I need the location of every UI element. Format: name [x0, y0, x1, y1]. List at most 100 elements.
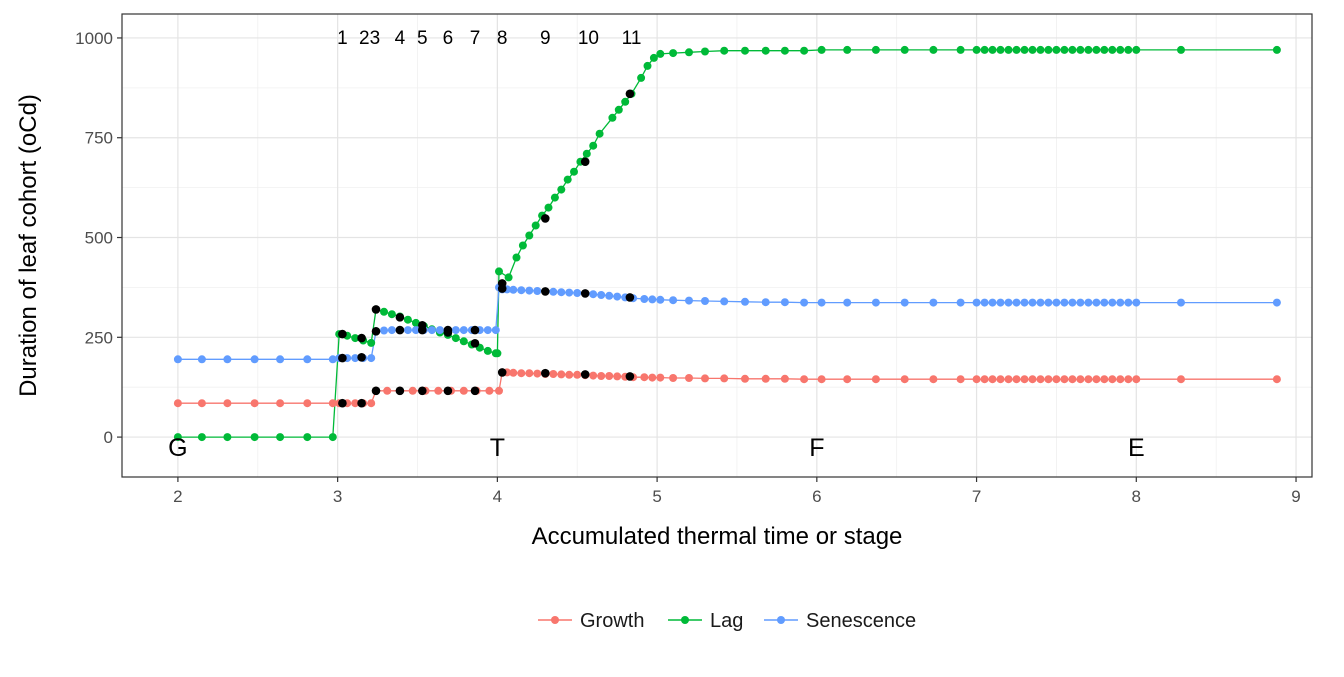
point-lag [817, 45, 826, 54]
point-lag [483, 346, 492, 355]
point-senescence [741, 297, 749, 306]
leaf-marker [443, 386, 453, 396]
point-lag [1272, 45, 1281, 54]
point-growth [367, 399, 376, 408]
point-growth [640, 373, 649, 382]
point-lag [800, 46, 809, 55]
point-growth [383, 386, 392, 395]
point-growth [1036, 375, 1045, 384]
leaf-number-label: 7 [470, 28, 481, 49]
point-lag [1100, 45, 1109, 54]
point-growth [780, 374, 789, 383]
point-growth [223, 399, 232, 408]
point-lag [570, 167, 578, 176]
stage-label: E [1128, 434, 1145, 462]
point-growth [495, 386, 503, 395]
point-senescence [573, 289, 582, 297]
point-growth [605, 372, 614, 380]
point-senescence [780, 298, 789, 307]
point-senescence [761, 298, 770, 307]
leaf-number-label: 8 [497, 28, 508, 49]
point-growth [871, 375, 880, 384]
point-senescence [1028, 298, 1037, 307]
point-growth [613, 372, 622, 381]
point-growth [1060, 375, 1069, 384]
point-growth [509, 368, 518, 377]
point-senescence [1177, 298, 1185, 307]
leaf-marker [470, 339, 480, 348]
point-senescence [403, 326, 412, 335]
y-tick-label: 750 [85, 129, 113, 148]
point-growth [1124, 375, 1133, 384]
leaf-marker [338, 353, 347, 363]
point-growth [250, 399, 259, 408]
point-growth [573, 370, 582, 379]
point-lag [761, 46, 770, 55]
point-growth [557, 370, 566, 379]
point-senescence [173, 355, 182, 364]
point-growth [1100, 375, 1109, 384]
point-growth [525, 369, 534, 378]
point-senescence [685, 296, 693, 305]
point-lag [544, 203, 553, 212]
point-senescence [589, 290, 598, 299]
point-growth [408, 386, 417, 395]
point-growth [1272, 375, 1281, 384]
point-growth [669, 374, 678, 382]
point-senescence [351, 354, 360, 363]
point-lag [459, 337, 468, 346]
plot-panel-border [121, 13, 1313, 478]
point-growth [648, 373, 657, 382]
point-senescence [613, 292, 622, 301]
annotations: 1 23 4 5 6 7 8 9 10 11 G T F E [168, 28, 1144, 462]
point-lag [557, 185, 566, 194]
leaf-marker [580, 289, 590, 298]
point-growth [549, 370, 558, 378]
leaf-marker [395, 313, 405, 322]
point-lag [996, 45, 1005, 54]
leaf-marker [497, 279, 507, 288]
legend-label: Growth [580, 610, 644, 632]
leaf-number-label: 4 [395, 28, 406, 49]
point-growth [701, 374, 709, 383]
point-lag [1108, 45, 1117, 54]
leaf-marker [625, 372, 635, 381]
leaf-marker [541, 214, 550, 223]
point-senescence [972, 298, 981, 307]
x-tick-label: 5 [652, 487, 661, 506]
point-growth [741, 374, 749, 383]
point-senescence [250, 355, 259, 364]
point-lag [1004, 45, 1013, 54]
point-growth [517, 369, 526, 378]
leaf-marker [470, 386, 480, 396]
x-tick-label: 4 [493, 487, 502, 506]
point-lag [685, 48, 693, 57]
point-lag [589, 141, 598, 150]
point-lag [656, 49, 665, 58]
stage-label: G [168, 434, 187, 462]
point-senescence [605, 291, 614, 300]
point-growth [720, 374, 729, 383]
point-growth [565, 370, 574, 379]
point-growth [656, 373, 665, 382]
point-senescence [929, 298, 938, 307]
point-lag [1020, 45, 1029, 54]
point-senescence [459, 326, 468, 335]
leaf-marker [470, 325, 480, 335]
point-lag [223, 433, 232, 442]
point-senescence [1004, 298, 1013, 307]
point-growth [173, 399, 182, 408]
point-lag [741, 46, 749, 55]
point-growth [972, 375, 981, 384]
point-lag [173, 433, 182, 442]
point-lag [1052, 45, 1061, 54]
point-senescence [1076, 298, 1085, 307]
point-growth [761, 374, 770, 383]
point-lag [720, 46, 729, 55]
leaf-marker [357, 353, 366, 362]
point-senescence [565, 288, 574, 297]
point-lag [1132, 45, 1141, 54]
point-growth [276, 399, 285, 408]
